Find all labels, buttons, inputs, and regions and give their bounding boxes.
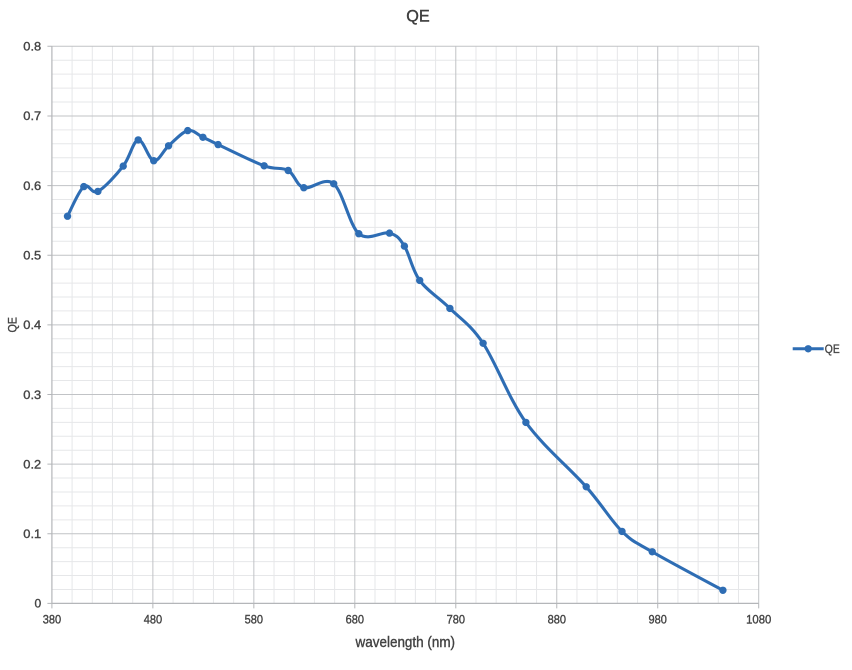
svg-text:580: 580 bbox=[245, 612, 264, 626]
svg-text:0.5: 0.5 bbox=[23, 249, 41, 263]
svg-text:0.2: 0.2 bbox=[23, 457, 41, 471]
svg-text:1080: 1080 bbox=[746, 612, 772, 626]
svg-text:0.4: 0.4 bbox=[23, 318, 41, 332]
svg-text:0.7: 0.7 bbox=[23, 109, 41, 123]
svg-text:0.3: 0.3 bbox=[23, 388, 41, 402]
svg-text:0.8: 0.8 bbox=[23, 40, 41, 54]
svg-text:380: 380 bbox=[43, 612, 62, 626]
svg-text:wavelength (nm): wavelength (nm) bbox=[355, 634, 455, 651]
svg-text:0.6: 0.6 bbox=[23, 179, 41, 193]
svg-text:680: 680 bbox=[346, 612, 365, 626]
svg-text:QE: QE bbox=[825, 342, 840, 356]
svg-text:0: 0 bbox=[35, 597, 42, 611]
svg-text:0.1: 0.1 bbox=[23, 527, 41, 541]
svg-text:480: 480 bbox=[144, 612, 163, 626]
svg-text:QE: QE bbox=[406, 6, 430, 25]
svg-text:980: 980 bbox=[649, 612, 668, 626]
svg-text:880: 880 bbox=[548, 612, 567, 626]
svg-text:QE: QE bbox=[5, 317, 19, 333]
svg-text:780: 780 bbox=[447, 612, 466, 626]
